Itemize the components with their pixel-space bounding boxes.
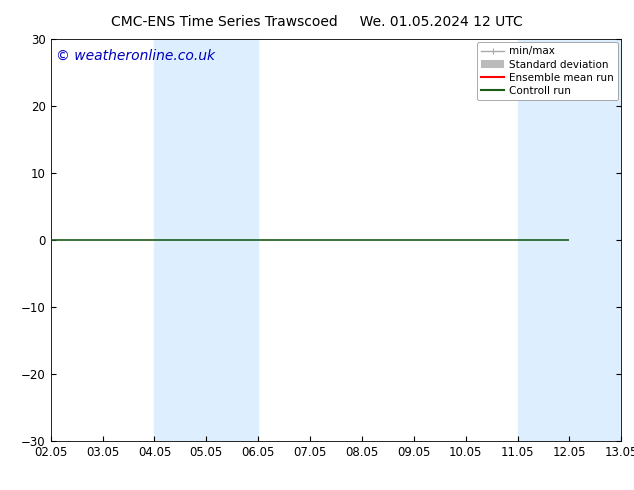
Bar bbox=[155, 39, 258, 441]
Bar bbox=[517, 39, 621, 441]
Legend: min/max, Standard deviation, Ensemble mean run, Controll run: min/max, Standard deviation, Ensemble me… bbox=[477, 42, 618, 100]
Text: © weatheronline.co.uk: © weatheronline.co.uk bbox=[56, 49, 216, 63]
Text: CMC-ENS Time Series Trawscoed     We. 01.05.2024 12 UTC: CMC-ENS Time Series Trawscoed We. 01.05.… bbox=[111, 15, 523, 29]
